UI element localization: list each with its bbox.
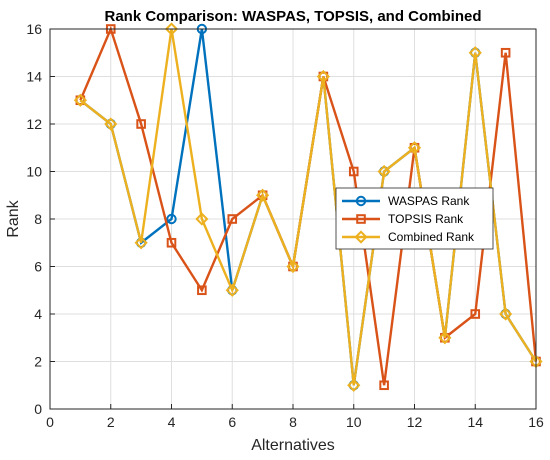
x-tick-label: 12 xyxy=(407,414,423,430)
axis-ticks: 0 2 4 6 8 10 12 14 16 0 2 4 6 8 10 12 14 16 xyxy=(26,21,544,430)
x-tick-label: 16 xyxy=(528,414,544,430)
y-tick-label: 14 xyxy=(26,69,42,85)
data-point xyxy=(468,46,482,60)
legend-entry: Combined Rank xyxy=(342,230,475,244)
data-point xyxy=(500,47,511,58)
data-point xyxy=(379,380,389,391)
y-tick-label: 16 xyxy=(26,21,42,37)
data-point xyxy=(166,213,177,225)
x-tick-label: 2 xyxy=(107,414,115,430)
data-point xyxy=(166,237,177,248)
y-tick-label: 10 xyxy=(26,164,42,180)
data-point xyxy=(225,283,239,297)
x-axis-label: Alternatives xyxy=(251,437,335,454)
data-point xyxy=(227,214,238,224)
data-point xyxy=(73,93,87,107)
data-point xyxy=(407,141,422,155)
x-tick-label: 4 xyxy=(168,414,176,430)
data-point xyxy=(316,69,330,84)
legend: WASPAS Rank TOPSIS Rank Combined Rank xyxy=(335,187,494,250)
x-tick-label: 0 xyxy=(46,414,54,430)
legend-marker xyxy=(356,214,366,224)
x-tick-label: 8 xyxy=(289,414,297,430)
data-point xyxy=(197,285,207,296)
chart-title: Rank Comparison: WASPAS, TOPSIS, and Com… xyxy=(105,8,482,25)
data-point xyxy=(164,22,179,36)
data-point xyxy=(377,164,391,179)
y-tick-label: 4 xyxy=(34,306,42,322)
y-axis-label: Rank xyxy=(5,199,22,237)
y-tick-label: 0 xyxy=(34,401,42,417)
y-tick-label: 12 xyxy=(26,116,42,132)
data-point xyxy=(347,378,361,392)
legend-label: TOPSIS Rank xyxy=(388,212,464,226)
data-point xyxy=(499,307,513,321)
data-point xyxy=(136,119,146,129)
y-tick-label: 2 xyxy=(34,354,42,370)
legend-label: WASPAS Rank xyxy=(388,194,470,208)
x-tick-label: 14 xyxy=(467,414,483,430)
legend-entry: TOPSIS Rank xyxy=(342,212,464,226)
x-tick-label: 6 xyxy=(228,414,236,430)
data-point xyxy=(134,236,148,250)
y-tick-label: 8 xyxy=(34,211,42,227)
legend-entry: WASPAS Rank xyxy=(342,194,470,208)
data-point xyxy=(256,188,270,202)
x-tick-label: 10 xyxy=(346,414,362,430)
data-point xyxy=(195,212,209,226)
data-point xyxy=(348,166,359,177)
data-point xyxy=(104,117,118,131)
legend-marker xyxy=(355,195,367,207)
data-point xyxy=(470,309,481,319)
legend-label: Combined Rank xyxy=(388,230,475,244)
data-point xyxy=(438,331,452,345)
data-point xyxy=(286,259,300,274)
legend-marker xyxy=(354,230,368,244)
y-tick-label: 6 xyxy=(34,259,42,275)
legend-items: WASPAS Rank TOPSIS Rank Combined Rank xyxy=(342,194,475,244)
